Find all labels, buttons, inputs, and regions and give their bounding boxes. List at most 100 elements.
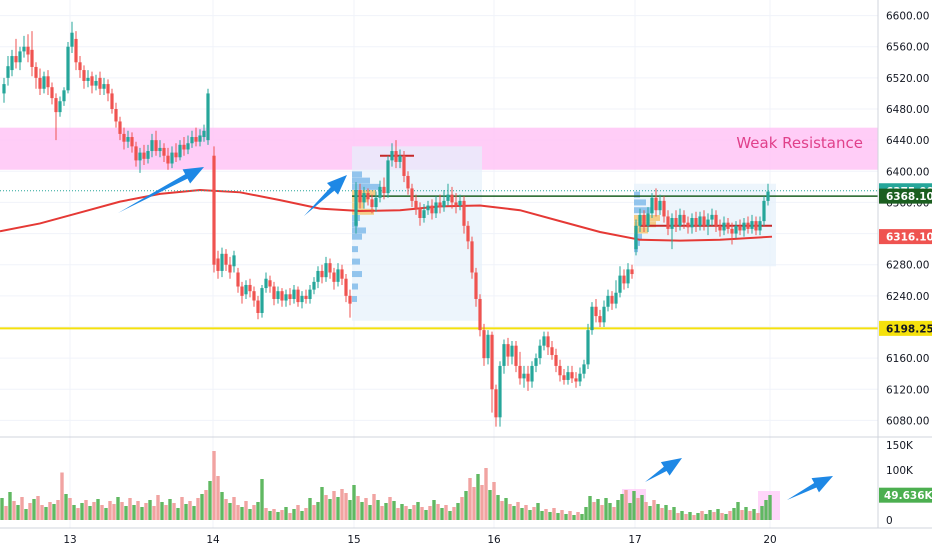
volume-bar-159 [636,498,640,520]
volume-bar-4 [16,505,20,520]
volume-bar-134 [536,503,540,520]
volume-bar-99 [396,508,400,520]
arrow-4 [787,476,833,500]
y-tick-label-4: 6240.00 [886,291,929,303]
candle-body-87 [354,189,358,226]
volume-bar-89 [356,496,360,520]
candle-body-43 [174,152,178,158]
volume-bar-67 [268,511,272,520]
volume-bar-3 [12,501,16,520]
candle-body-168 [678,214,682,226]
volume-bar-92 [368,505,372,520]
candle-body-187 [754,221,758,231]
price-tag-bg-2 [879,229,932,245]
candle-body-151 [610,295,614,304]
volume-bar-151 [604,498,608,520]
volume-bar-186 [744,507,748,520]
candle-body-189 [762,200,766,222]
volume-bar-103 [412,505,416,520]
candle-body-148 [598,316,602,323]
candle-body-158 [638,214,642,226]
volume-bar-133 [532,507,536,520]
candle-body-142 [574,378,578,382]
candle-body-137 [554,355,558,366]
candle-body-145 [586,330,590,365]
candle-body-129 [522,373,526,379]
profile-bar-a-12 [352,258,360,265]
candle-body-182 [734,225,738,234]
candle-body-131 [530,365,534,382]
volume-tick-label-0: 150K [886,440,914,452]
candle-body-102 [414,200,418,209]
candle-body-136 [550,347,554,356]
profile-bar-b-6 [634,233,642,240]
candle-body-188 [758,221,762,231]
candle-body-95 [386,160,390,194]
volume-bar-153 [612,507,616,520]
y-tick-label-10: 6480.00 [886,104,929,116]
volume-bar-160 [640,495,644,520]
price-tag-1: 6368.10 [879,188,932,204]
volume-bar-95 [380,506,384,520]
volume-bar-15 [60,472,64,520]
candle-body-180 [726,222,730,229]
volume-bar-63 [252,505,256,520]
volume-bar-115 [460,497,464,520]
price-tag-label-1: 6368.10 [886,191,932,203]
volume-bar-94 [376,500,380,520]
price-levels-layer [0,154,878,330]
volume-bar-140 [560,510,564,520]
volume-bar-152 [608,503,612,520]
candle-body-186 [750,221,754,229]
candle-body-103 [418,208,422,218]
volume-bar-100 [400,504,404,520]
y-tick-label-1: 6120.00 [886,384,929,396]
volume-bar-84 [336,497,340,520]
candle-body-117 [474,272,478,299]
volume-bar-76 [304,508,308,520]
candle-body-37 [150,140,154,152]
volume-bar-166 [664,505,668,520]
volume-bar-13 [52,504,56,520]
volume-bar-61 [244,501,248,520]
volume-bar-171 [684,514,688,520]
candle-body-177 [714,214,718,226]
volume-bar-56 [224,499,228,520]
volume-bar-110 [440,508,444,520]
candle-body-84 [340,269,344,279]
candle-body-144 [582,364,586,374]
candles-layer [2,21,770,427]
candle-body-36 [146,151,150,159]
candle-body-97 [394,151,398,162]
profile-bar-a-15 [352,295,357,302]
candle-body-61 [248,284,252,292]
volume-bar-32 [128,498,132,520]
candle-body-46 [186,143,190,150]
profile-bar-a-10 [352,233,362,240]
candle-body-106 [430,205,434,214]
candle-body-6 [26,46,30,55]
volume-bar-162 [648,506,652,520]
candle-body-154 [622,275,626,284]
volume-bar-12 [48,502,52,520]
candle-body-161 [650,197,654,214]
volume-bar-28 [112,504,116,520]
volume-bar-102 [408,509,412,520]
volume-bar-177 [708,510,712,520]
candle-body-125 [506,344,510,357]
y-tick-label-12: 6560.00 [886,42,929,54]
candle-body-58 [236,272,240,287]
candle-body-138 [558,365,562,376]
candle-body-124 [502,344,506,366]
candle-body-51 [206,93,210,141]
volume-bar-29 [116,497,120,520]
candle-body-140 [566,372,570,380]
candle-body-59 [240,286,244,296]
candle-body-15 [62,90,66,102]
volume-bar-145 [580,514,584,520]
candle-body-181 [730,228,734,234]
volume-bar-40 [160,502,164,520]
volume-bar-113 [452,507,456,520]
volume-bar-16 [64,494,68,520]
candle-body-123 [498,365,502,418]
